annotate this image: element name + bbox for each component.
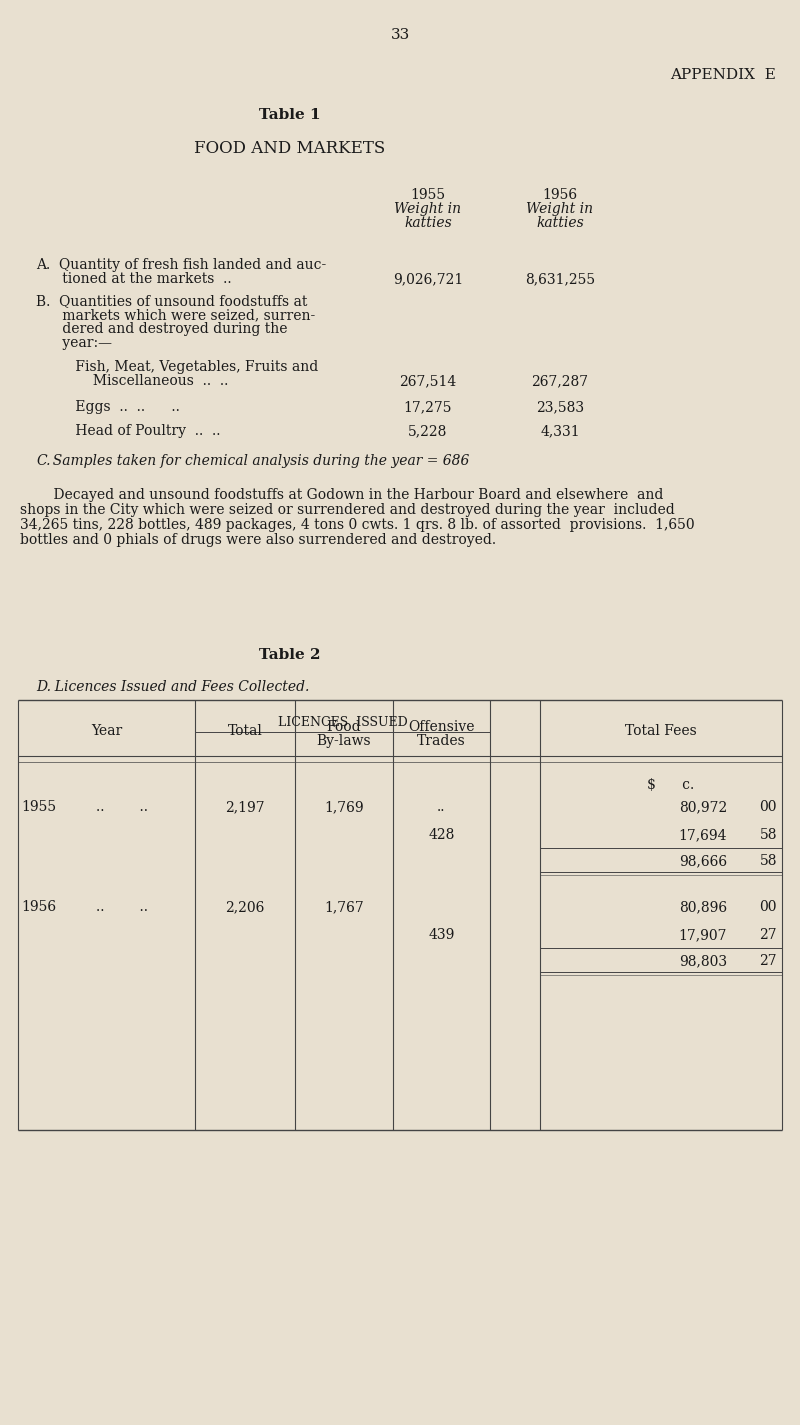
Text: 58: 58 xyxy=(759,828,777,842)
Text: 4,331: 4,331 xyxy=(540,425,580,437)
Text: 33: 33 xyxy=(390,28,410,41)
Text: 8,631,255: 8,631,255 xyxy=(525,272,595,286)
Text: Fish, Meat, Vegetables, Fruits and: Fish, Meat, Vegetables, Fruits and xyxy=(36,361,318,373)
Text: 439: 439 xyxy=(428,928,454,942)
Text: 1956: 1956 xyxy=(21,901,56,913)
Text: dered and destroyed during the: dered and destroyed during the xyxy=(36,322,287,336)
Text: ..: .. xyxy=(438,799,446,814)
Text: 267,287: 267,287 xyxy=(531,373,589,388)
Text: Total: Total xyxy=(227,724,262,738)
Text: Licences Issued and Fees Collected.: Licences Issued and Fees Collected. xyxy=(46,680,310,694)
Text: 98,803: 98,803 xyxy=(679,953,727,968)
Text: 27: 27 xyxy=(759,953,777,968)
Text: C.: C. xyxy=(36,455,50,467)
Text: 267,514: 267,514 xyxy=(399,373,457,388)
Text: LICENCES  ISSUED: LICENCES ISSUED xyxy=(278,715,407,730)
Text: Miscellaneous  ..  ..: Miscellaneous .. .. xyxy=(36,373,228,388)
Text: Food: Food xyxy=(326,720,362,734)
Text: 1955: 1955 xyxy=(21,799,56,814)
Text: 1,767: 1,767 xyxy=(324,901,364,913)
Text: 98,666: 98,666 xyxy=(679,854,727,868)
Text: 17,694: 17,694 xyxy=(678,828,727,842)
Text: 34,265 tins, 228 bottles, 489 packages, 4 tons 0 cwts. 1 qrs. 8 lb. of assorted : 34,265 tins, 228 bottles, 489 packages, … xyxy=(20,519,694,532)
Text: 2,206: 2,206 xyxy=(226,901,265,913)
Text: shops in the City which were seized or surrendered and destroyed during the year: shops in the City which were seized or s… xyxy=(20,503,674,517)
Text: 27: 27 xyxy=(759,928,777,942)
Text: Weight in: Weight in xyxy=(394,202,462,217)
Text: ..        ..: .. .. xyxy=(95,799,147,814)
Text: 23,583: 23,583 xyxy=(536,400,584,415)
Text: Trades: Trades xyxy=(417,734,466,748)
Text: APPENDIX  E: APPENDIX E xyxy=(670,68,776,83)
Text: Head of Poultry  ..  ..: Head of Poultry .. .. xyxy=(36,425,221,437)
Text: ..        ..: .. .. xyxy=(95,901,147,913)
Text: Year: Year xyxy=(91,724,122,738)
Text: Table 1: Table 1 xyxy=(259,108,321,123)
Text: Eggs  ..  ..      ..: Eggs .. .. .. xyxy=(36,400,180,415)
Text: 58: 58 xyxy=(759,854,777,868)
Text: 5,228: 5,228 xyxy=(408,425,448,437)
Text: 00: 00 xyxy=(759,799,777,814)
Text: 00: 00 xyxy=(759,901,777,913)
Text: 428: 428 xyxy=(428,828,454,842)
Text: $      c.: $ c. xyxy=(647,778,694,792)
Text: Total Fees: Total Fees xyxy=(625,724,697,738)
Text: Offensive: Offensive xyxy=(408,720,474,734)
Text: markets which were seized, surren-: markets which were seized, surren- xyxy=(36,308,315,322)
Text: D.: D. xyxy=(36,680,51,694)
Text: By-laws: By-laws xyxy=(317,734,371,748)
Text: bottles and 0 phials of drugs were also surrendered and destroyed.: bottles and 0 phials of drugs were also … xyxy=(20,533,496,547)
Text: Samples taken for chemical analysis during the year = 686: Samples taken for chemical analysis duri… xyxy=(44,455,470,467)
Text: B.  Quantities of unsound foodstuffs at: B. Quantities of unsound foodstuffs at xyxy=(36,294,307,308)
Text: 17,275: 17,275 xyxy=(404,400,452,415)
Text: 2,197: 2,197 xyxy=(225,799,265,814)
Text: year:—: year:— xyxy=(36,336,112,351)
Text: 1956: 1956 xyxy=(542,188,578,202)
Text: 9,026,721: 9,026,721 xyxy=(393,272,463,286)
Text: Decayed and unsound foodstuffs at Godown in the Harbour Board and elsewhere  and: Decayed and unsound foodstuffs at Godown… xyxy=(36,487,663,502)
Text: tioned at the markets  ..: tioned at the markets .. xyxy=(36,272,232,286)
Text: Weight in: Weight in xyxy=(526,202,594,217)
Text: 80,972: 80,972 xyxy=(678,799,727,814)
Text: 80,896: 80,896 xyxy=(679,901,727,913)
Text: 1955: 1955 xyxy=(410,188,446,202)
Text: katties: katties xyxy=(404,217,452,229)
Text: 1,769: 1,769 xyxy=(324,799,364,814)
Text: Table 2: Table 2 xyxy=(259,648,321,663)
Text: FOOD AND MARKETS: FOOD AND MARKETS xyxy=(194,140,386,157)
Text: katties: katties xyxy=(536,217,584,229)
Text: 17,907: 17,907 xyxy=(678,928,727,942)
Text: A.  Quantity of fresh fish landed and auc-: A. Quantity of fresh fish landed and auc… xyxy=(36,258,326,272)
